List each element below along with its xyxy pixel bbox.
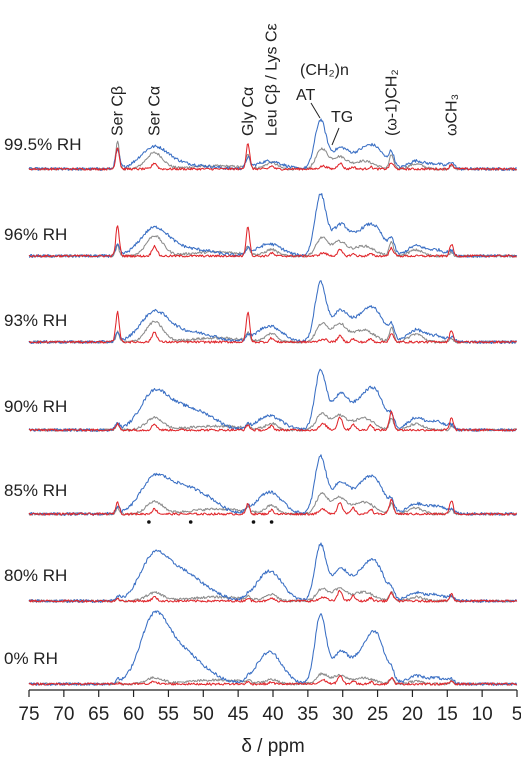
conformer-label: AT: [296, 87, 315, 104]
x-tick-label: 5: [512, 704, 521, 725]
x-axis-ticks: 75 70 65 60 55 50 45 40 35 30 25 20 15 10 5: [18, 690, 521, 725]
at-leader-line: [310, 102, 321, 119]
x-tick-label: 40: [262, 704, 283, 725]
spectrum-trace-red: [28, 143, 518, 171]
x-axis: 75 70 65 60 55 50 45 40 35 30 25 20 15 10 5: [18, 689, 521, 725]
rh-label: 85% RH: [4, 481, 67, 500]
spectrum-group: [28, 542, 518, 604]
marker-dot: [269, 520, 274, 524]
peak-label: Ser Cα: [146, 86, 163, 136]
spectrum-trace-gray: [28, 492, 518, 516]
spectrum-group: [28, 118, 518, 172]
spectrum-trace-blue: [28, 368, 518, 433]
x-tick-label: 35: [297, 704, 318, 725]
spectrum-trace-red: [28, 675, 518, 686]
spectrum-trace-gray: [28, 235, 518, 258]
spectra-traces: [28, 118, 518, 686]
x-tick-label: 70: [53, 704, 74, 725]
tg-leader-line: [331, 127, 340, 146]
rh-label: 99.5% RH: [4, 135, 81, 154]
x-tick-label: 45: [228, 704, 249, 725]
group-label: (CH₂)n: [300, 62, 349, 79]
marker-dot: [251, 520, 256, 524]
x-tick-label: 75: [18, 704, 39, 725]
x-tick-label: 65: [88, 704, 109, 725]
x-tick-label: 25: [367, 704, 388, 725]
spectrum-group: [28, 280, 517, 345]
spectrum-trace-red: [28, 498, 517, 516]
spectrum-trace-blue: [28, 610, 518, 686]
rh-label: 0% RH: [4, 649, 58, 668]
x-tick-label: 20: [402, 704, 423, 725]
spectrum-trace-gray: [28, 320, 517, 344]
spectrum-trace-red: [28, 410, 517, 432]
peak-label: ωCH₃: [443, 94, 460, 136]
x-tick-label: 60: [123, 704, 144, 725]
rh-labels: 99.5% RH 96% RH 93% RH 90% RH 85% RH 80% RH 0%…: [4, 135, 81, 668]
x-tick-label: 10: [472, 704, 493, 725]
spectrum-group: [28, 454, 518, 524]
marker-dot: [147, 520, 151, 524]
peak-label: Gly Cα: [240, 87, 257, 136]
peak-label: (ω-1)CH₂: [384, 69, 401, 136]
peak-label: Leu Cβ / Lys Cε: [264, 23, 281, 136]
x-tick-label: 15: [437, 704, 458, 725]
spectrum-trace-red: [29, 310, 517, 344]
spectrum-trace-blue: [28, 193, 517, 259]
peak-label: Ser Cβ: [110, 86, 127, 136]
rh-label: 96% RH: [4, 225, 67, 244]
x-tick-label: 55: [158, 704, 179, 725]
rh-label: 80% RH: [4, 566, 67, 585]
rh-label: 90% RH: [4, 397, 67, 416]
spectrum-group: [28, 193, 518, 259]
marker-dot: [188, 520, 193, 524]
x-axis-label: δ / ppm: [241, 736, 304, 757]
x-tick-label: 50: [193, 704, 214, 725]
x-tick-label: 30: [332, 704, 353, 725]
rh-label: 93% RH: [4, 311, 67, 330]
spectrum-group: [28, 610, 518, 686]
peak-annotations: Ser Cβ Ser Cα Gly Cα Leu Cβ / Lys Cε (ω-1)CH…: [110, 23, 460, 146]
spectrum-group: [28, 368, 518, 433]
conformer-label: TG: [331, 109, 353, 126]
spectrum-trace-red: [28, 589, 518, 603]
spectrum-trace-red: [28, 225, 517, 258]
